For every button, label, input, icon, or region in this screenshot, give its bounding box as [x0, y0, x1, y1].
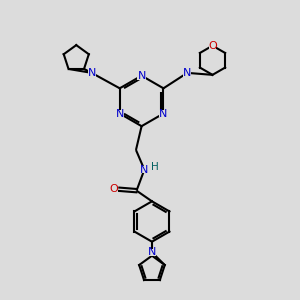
FancyBboxPatch shape	[208, 42, 216, 49]
Text: N: N	[116, 109, 124, 118]
Text: N: N	[88, 68, 96, 78]
FancyBboxPatch shape	[140, 166, 148, 173]
Text: N: N	[159, 109, 168, 118]
Text: H: H	[151, 162, 159, 172]
Text: O: O	[110, 184, 118, 194]
Text: N: N	[140, 165, 148, 175]
FancyBboxPatch shape	[159, 110, 168, 118]
FancyBboxPatch shape	[148, 249, 156, 256]
FancyBboxPatch shape	[110, 186, 118, 193]
FancyBboxPatch shape	[116, 110, 124, 118]
Text: O: O	[208, 41, 217, 51]
Text: N: N	[137, 71, 146, 81]
FancyBboxPatch shape	[183, 69, 191, 76]
FancyBboxPatch shape	[88, 69, 96, 76]
Text: N: N	[148, 248, 156, 257]
Text: N: N	[183, 68, 191, 78]
FancyBboxPatch shape	[137, 72, 146, 80]
